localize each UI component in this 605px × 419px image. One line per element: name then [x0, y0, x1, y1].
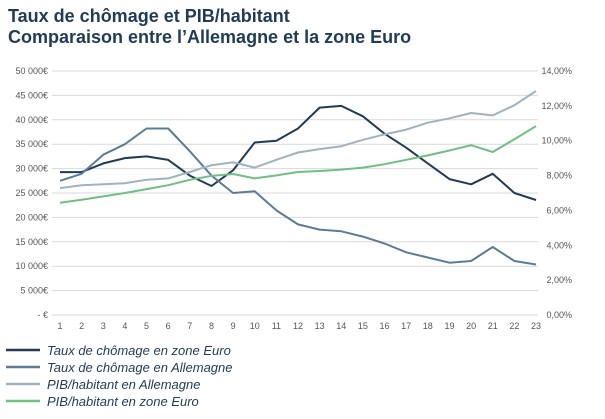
y-left-tick-label: 35 000€	[15, 139, 48, 149]
y-right-tick-label: 8,00%	[546, 171, 572, 181]
y-left-tick-label: 25 000€	[15, 188, 48, 198]
x-tick-label: 16	[380, 321, 390, 331]
x-tick-label: 21	[488, 321, 498, 331]
y-left-tick-label: 50 000€	[15, 66, 48, 76]
x-tick-label: 17	[401, 321, 411, 331]
series-line-2	[59, 127, 537, 266]
x-tick-label: 9	[231, 321, 236, 331]
x-tick-label: 23	[531, 321, 541, 331]
x-tick-label: 19	[444, 321, 454, 331]
x-tick-label: 13	[315, 321, 325, 331]
legend-label: Taux de chômage en zone Euro	[47, 343, 231, 358]
y-right-tick-label: 4,00%	[546, 240, 572, 250]
legend-label: Taux de chômage en Allemagne	[47, 360, 233, 375]
x-tick-label: 7	[187, 321, 192, 331]
x-tick-label: 18	[423, 321, 433, 331]
x-tick-label: 11	[272, 321, 281, 331]
y-left-tick-label: 45 000€	[15, 90, 48, 100]
x-tick-label: 2	[79, 321, 84, 331]
x-tick-label: 6	[166, 321, 171, 331]
y-right-tick-label: 14,00%	[541, 66, 572, 76]
series-line-3	[59, 90, 537, 190]
x-tick-label: 3	[101, 321, 106, 331]
x-tick-label: 5	[144, 321, 149, 331]
x-tick-label: 1	[57, 321, 62, 331]
x-tick-label: 10	[250, 321, 260, 331]
x-tick-label: 20	[466, 321, 476, 331]
x-tick-label: 22	[509, 321, 519, 331]
y-left-tick-label: 20 000€	[15, 212, 48, 222]
x-tick-label: 15	[358, 321, 368, 331]
chart-subtitle: Comparaison entre l’Allemagne et la zone…	[8, 27, 412, 47]
series-line-1	[60, 104, 537, 201]
y-left-tick-label: 30 000€	[15, 164, 48, 174]
y-right-tick-label: 2,00%	[546, 275, 572, 285]
x-tick-label: 4	[122, 321, 127, 331]
y-right-tick-label: 12,00%	[541, 101, 572, 111]
y-right-tick-label: 10,00%	[541, 136, 572, 146]
y-left-tick-label: 5 000€	[20, 286, 48, 296]
x-tick-label: 14	[336, 321, 346, 331]
legend-label: PIB/habitant en zone Euro	[47, 394, 199, 409]
chart-title: Taux de chômage et PIB/habitant	[8, 6, 290, 26]
series-line-4	[59, 125, 537, 204]
y-left-tick-label: 40 000€	[15, 115, 48, 125]
y-right-tick-label: 0,00%	[546, 310, 572, 320]
legend-label: PIB/habitant en Allemagne	[47, 377, 200, 392]
y-left-tick-label: - €	[37, 310, 48, 320]
y-left-tick-label: 15 000€	[15, 237, 48, 247]
x-tick-label: 8	[209, 321, 214, 331]
y-left-tick-label: 10 000€	[15, 261, 48, 271]
y-right-tick-label: 6,00%	[546, 205, 572, 215]
x-tick-label: 12	[293, 321, 303, 331]
